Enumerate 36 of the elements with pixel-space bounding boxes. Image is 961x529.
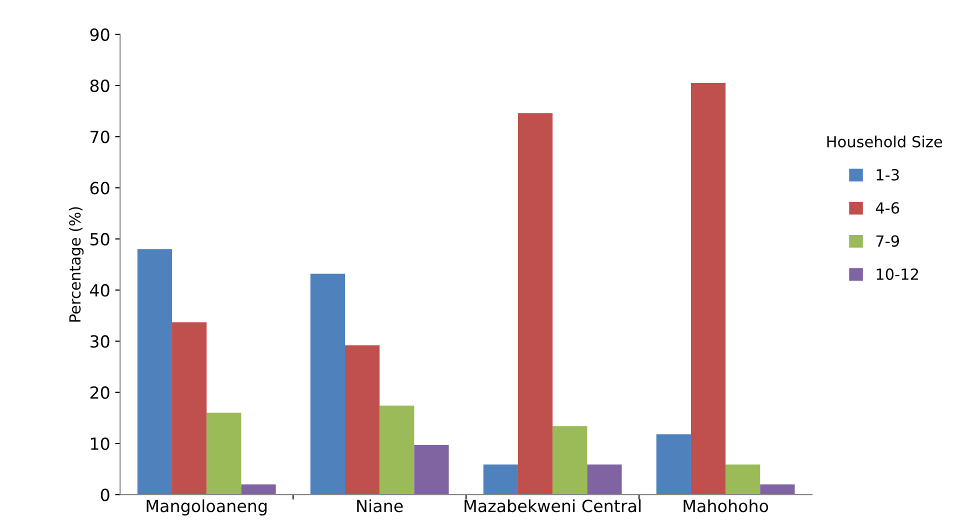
legend-title: Household Size [827, 136, 942, 148]
y-tick-label: 40 [90, 284, 110, 297]
bar [483, 464, 518, 495]
legend-label: 1-3 [876, 169, 899, 181]
y-axis-title: Percentage (%) [68, 207, 84, 322]
y-tick-label: 10 [91, 437, 110, 450]
bar [552, 426, 588, 495]
bar [310, 274, 345, 495]
y-tick-label: 0 [100, 488, 110, 502]
legend-label: 4-6 [876, 202, 900, 214]
y-tick-label: 70 [90, 130, 110, 144]
legend-label: 7-9 [876, 235, 899, 247]
bar [206, 412, 242, 495]
bar [345, 345, 380, 495]
bar [726, 464, 760, 495]
bar [518, 113, 553, 495]
y-tick-label: 90 [90, 28, 110, 41]
bar [656, 434, 691, 495]
y-tick-label: 20 [90, 386, 110, 399]
bar [587, 464, 622, 495]
bar [690, 82, 726, 495]
bar [172, 322, 207, 495]
y-tick-label: 60 [90, 182, 110, 194]
bar [137, 249, 172, 495]
bar [760, 484, 795, 495]
x-tick-label: Niane [357, 499, 403, 512]
bar [414, 445, 449, 495]
y-tick-label: 50 [90, 232, 110, 246]
x-tick-label: Mahohoho [684, 499, 768, 512]
x-tick-label: Mangoloaneng [146, 499, 267, 516]
y-tick-label: 30 [90, 335, 110, 348]
bar [241, 484, 276, 495]
legend-label: 10-12 [876, 268, 918, 280]
bar [380, 406, 414, 495]
y-tick-label: 80 [90, 79, 110, 92]
x-tick-label: Mazabekweni Central [464, 499, 641, 512]
